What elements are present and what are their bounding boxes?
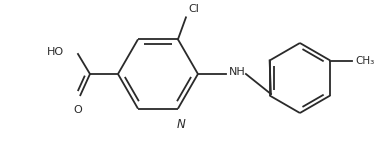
Text: HO: HO — [47, 47, 64, 57]
Text: Cl: Cl — [188, 4, 199, 14]
Text: NH: NH — [229, 67, 246, 77]
Text: O: O — [74, 105, 82, 115]
Text: N: N — [177, 118, 185, 131]
Text: CH₃: CH₃ — [355, 56, 374, 66]
